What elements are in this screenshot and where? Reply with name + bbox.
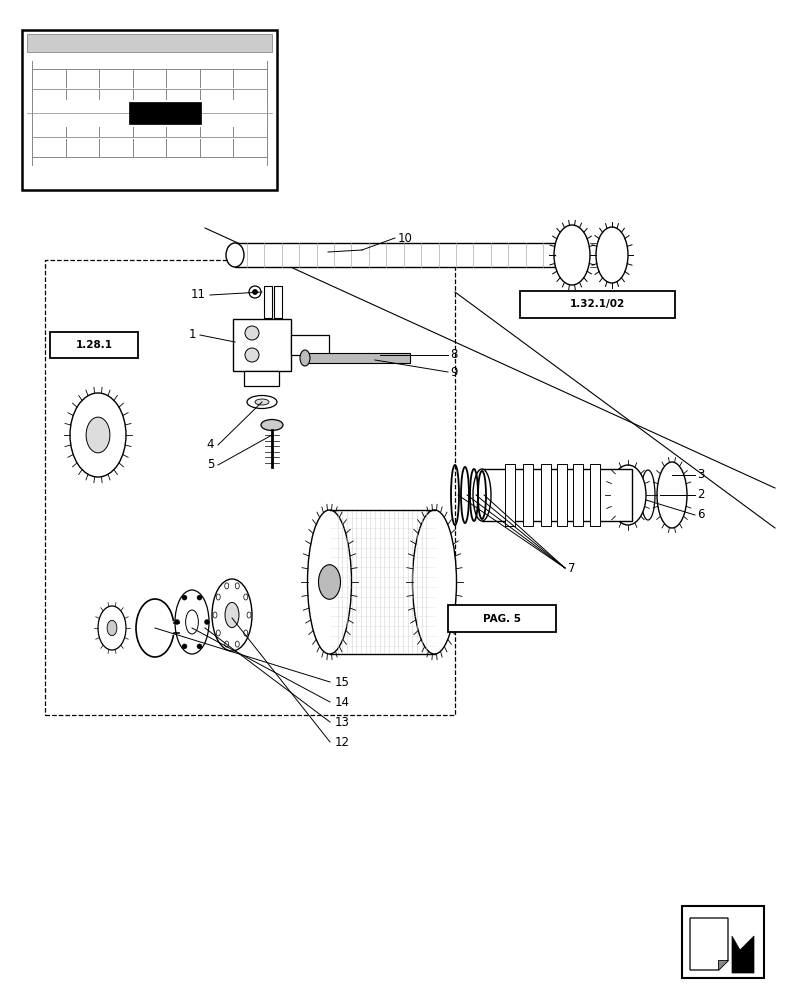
Circle shape — [245, 326, 259, 340]
Bar — [235, 243, 555, 267]
Ellipse shape — [247, 395, 277, 408]
Ellipse shape — [226, 243, 244, 267]
Circle shape — [245, 348, 259, 362]
Ellipse shape — [212, 579, 252, 651]
Text: 3: 3 — [697, 468, 705, 482]
Text: 2: 2 — [697, 488, 705, 502]
Ellipse shape — [308, 510, 351, 654]
Ellipse shape — [217, 594, 221, 600]
Bar — [541, 464, 551, 526]
Ellipse shape — [225, 641, 229, 647]
Ellipse shape — [318, 565, 340, 599]
Ellipse shape — [596, 227, 628, 283]
Ellipse shape — [641, 470, 655, 520]
Bar — [505, 464, 515, 526]
FancyBboxPatch shape — [520, 291, 675, 318]
Circle shape — [182, 644, 187, 649]
Text: PAG. 5: PAG. 5 — [483, 613, 521, 624]
Bar — [27, 34, 272, 52]
Bar — [305, 353, 410, 363]
Text: 15: 15 — [335, 676, 350, 688]
Ellipse shape — [217, 630, 221, 636]
Ellipse shape — [175, 590, 209, 654]
Ellipse shape — [98, 606, 126, 650]
Bar — [233, 319, 291, 371]
Text: 11: 11 — [191, 288, 206, 302]
Ellipse shape — [473, 469, 491, 521]
Ellipse shape — [244, 630, 248, 636]
Bar — [22, 30, 277, 190]
Text: 8: 8 — [450, 349, 457, 361]
Bar — [482, 469, 632, 521]
Ellipse shape — [213, 612, 217, 618]
Bar — [129, 102, 200, 124]
Ellipse shape — [86, 417, 110, 453]
Ellipse shape — [657, 462, 687, 528]
Text: 14: 14 — [335, 696, 350, 708]
Ellipse shape — [244, 594, 248, 600]
FancyBboxPatch shape — [448, 605, 556, 632]
Ellipse shape — [554, 225, 590, 285]
Ellipse shape — [70, 393, 126, 477]
Text: 1: 1 — [188, 328, 196, 342]
Bar — [291, 335, 329, 355]
Ellipse shape — [249, 286, 261, 298]
Ellipse shape — [225, 583, 229, 589]
Text: 13: 13 — [335, 716, 350, 728]
Bar — [45, 260, 455, 715]
Text: 9: 9 — [450, 365, 457, 378]
Ellipse shape — [255, 399, 269, 405]
Circle shape — [175, 619, 179, 624]
Bar — [274, 286, 282, 318]
Polygon shape — [732, 936, 754, 973]
Bar — [682, 906, 764, 978]
Text: 4: 4 — [207, 438, 214, 452]
Circle shape — [204, 619, 209, 624]
Circle shape — [197, 644, 202, 649]
Ellipse shape — [247, 612, 251, 618]
Ellipse shape — [300, 350, 310, 366]
Ellipse shape — [186, 610, 199, 634]
Text: 1.28.1: 1.28.1 — [75, 340, 112, 350]
Bar — [590, 464, 600, 526]
Bar — [557, 464, 567, 526]
Text: 7: 7 — [568, 562, 575, 574]
Ellipse shape — [235, 583, 239, 589]
Ellipse shape — [225, 602, 239, 628]
FancyBboxPatch shape — [50, 332, 138, 358]
Circle shape — [197, 595, 202, 600]
Text: 6: 6 — [697, 509, 705, 522]
Polygon shape — [718, 960, 728, 970]
Ellipse shape — [107, 620, 117, 636]
Text: 12: 12 — [335, 736, 350, 748]
Ellipse shape — [413, 510, 457, 654]
Bar — [264, 286, 272, 318]
Ellipse shape — [261, 420, 283, 430]
Circle shape — [182, 595, 187, 600]
Bar — [244, 371, 279, 386]
Text: 1.32.1/02: 1.32.1/02 — [570, 300, 625, 310]
Ellipse shape — [235, 641, 239, 647]
Ellipse shape — [610, 465, 646, 525]
Bar — [573, 464, 583, 526]
Text: 5: 5 — [207, 458, 214, 472]
Ellipse shape — [252, 290, 258, 294]
Bar — [523, 464, 533, 526]
Text: 10: 10 — [398, 232, 413, 244]
Polygon shape — [690, 918, 728, 970]
